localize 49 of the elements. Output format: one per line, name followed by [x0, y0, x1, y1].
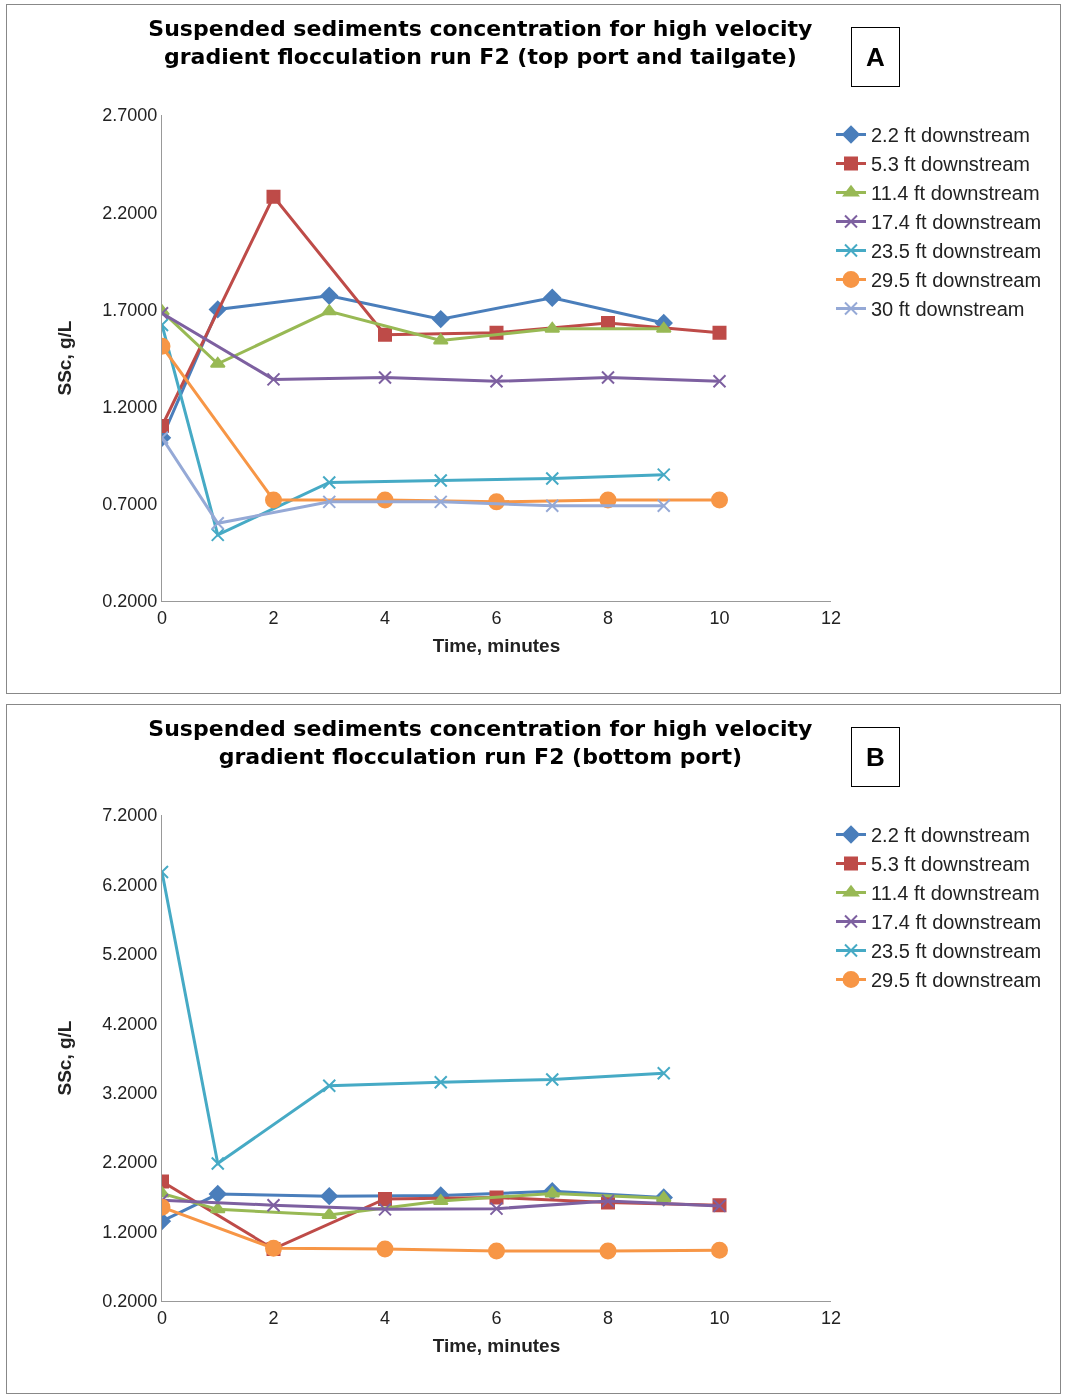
x-tick-label: 4 [379, 1307, 391, 1328]
legend-label: 17.4 ft downstream [871, 211, 1042, 234]
legend-label: 17.4 ft downstream [871, 911, 1042, 934]
legend-label: 11.4 ft downstream [871, 182, 1040, 205]
y-tick-label: 1.2000 [102, 396, 158, 417]
y-tick-label: 4.2000 [102, 1013, 158, 1034]
legend-label: 2.2 ft downstream [871, 824, 1030, 847]
y-tick-label: 7.2000 [102, 805, 158, 826]
legend-label: 2.2 ft downstream [871, 124, 1030, 147]
y-tick-label: 0.2000 [102, 591, 158, 612]
x-tick-label: 8 [602, 607, 614, 628]
legend-label: 29.5 ft downstream [871, 269, 1042, 292]
legend-label: 5.3 ft downstream [871, 153, 1030, 176]
chart-title: Suspended sediments concentration for high velocity gradient flocculation run F2 (bottom port) [148, 715, 813, 770]
legend-label: 23.5 ft downstream [871, 240, 1042, 263]
legend-label: 5.3 ft downstream [871, 853, 1030, 876]
y-axis-title: SSc, g/L [54, 1020, 76, 1096]
x-axis-title: Time, minutes [432, 635, 561, 657]
y-tick-label: 0.7000 [102, 494, 158, 515]
x-tick-label: 6 [491, 1307, 502, 1328]
y-axis-title: SSc, g/L [54, 320, 76, 396]
y-tick-label: 0.2000 [102, 1291, 158, 1312]
x-tick-label: 2 [268, 1307, 279, 1328]
x-tick-label: 4 [379, 607, 391, 628]
x-tick-label: 2 [268, 607, 279, 628]
y-tick-label: 2.2000 [102, 202, 158, 223]
legend-label: 23.5 ft downstream [871, 940, 1042, 963]
y-tick-label: 2.7000 [102, 105, 158, 126]
legend-label: 11.4 ft downstream [871, 882, 1040, 905]
y-tick-label: 3.2000 [102, 1083, 158, 1104]
text: A [866, 42, 885, 72]
x-axis-title: Time, minutes [432, 1335, 561, 1357]
x-tick-label: 0 [156, 1307, 168, 1328]
x-tick-label: 6 [491, 607, 502, 628]
x-tick-label: 10 [709, 607, 730, 628]
text: B [866, 742, 885, 772]
y-tick-label: 6.2000 [102, 874, 158, 895]
y-tick-label: 5.2000 [102, 944, 158, 965]
x-tick-label: 10 [709, 1307, 730, 1328]
legend-label: 30 ft downstream [871, 298, 1025, 321]
x-tick-label: 0 [156, 607, 168, 628]
x-tick-label: 12 [820, 607, 842, 628]
x-tick-label: 8 [602, 1307, 614, 1328]
legend-label: 29.5 ft downstream [871, 969, 1042, 992]
x-tick-label: 12 [820, 1307, 842, 1328]
y-tick-label: 1.7000 [102, 299, 158, 320]
y-tick-label: 1.2000 [102, 1221, 158, 1242]
chart-title: Suspended sediments concentration for high velocity gradient flocculation run F2 (top port and tailgate) [148, 15, 813, 70]
y-tick-label: 2.2000 [102, 1152, 158, 1173]
